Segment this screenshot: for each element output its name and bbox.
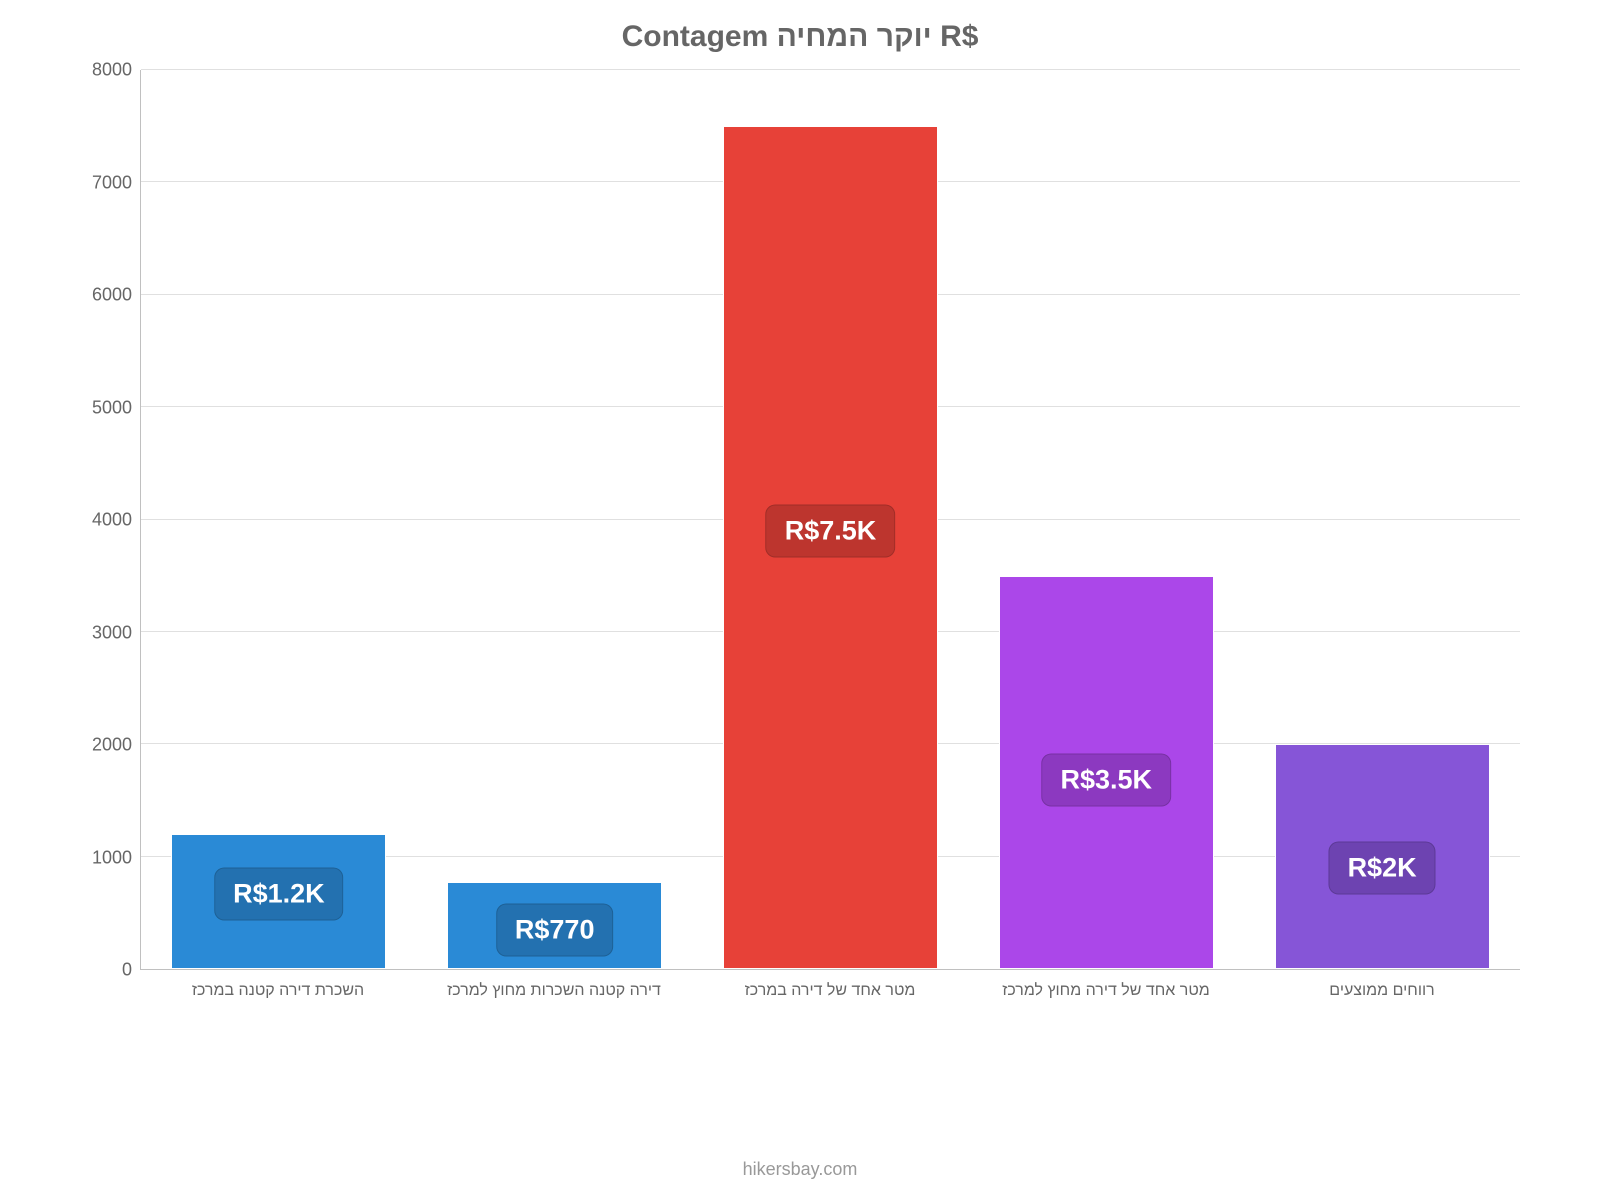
y-tick: 2000	[92, 735, 132, 756]
bar-value-label: R$1.2K	[214, 867, 344, 920]
y-tick: 3000	[92, 622, 132, 643]
y-tick: 0	[122, 960, 132, 981]
y-tick: 7000	[92, 172, 132, 193]
bars-group: R$1.2K R$770 R$7.5K R$3.5K R$2K	[141, 70, 1520, 969]
bar: R$2K	[1275, 744, 1490, 969]
plot-area: R$1.2K R$770 R$7.5K R$3.5K R$2K	[140, 70, 1520, 970]
bar-value-label: R$2K	[1329, 841, 1436, 894]
x-tick: השכרת דירה קטנה במרכז	[140, 982, 416, 1000]
plot-area-wrap: 010002000300040005000600070008000 R$1.2K…	[80, 70, 1520, 970]
bar: R$1.2K	[171, 834, 386, 969]
y-axis: 010002000300040005000600070008000	[80, 70, 140, 970]
bar: R$3.5K	[999, 576, 1214, 969]
bar-slot: R$2K	[1244, 70, 1520, 969]
bar-slot: R$770	[417, 70, 693, 969]
y-tick: 5000	[92, 397, 132, 418]
bar-chart: Contagem יוקר המחיה R$ 0 1000 2000 3000 4000…	[80, 20, 1520, 1120]
y-tick: 1000	[92, 847, 132, 868]
bar-value-label: R$7.5K	[766, 504, 896, 557]
x-tick: דירה קטנה השכרות מחוץ למרכז	[416, 982, 692, 1000]
x-axis: השכרת דירה קטנה במרכזדירה קטנה השכרות מח…	[140, 982, 1520, 1000]
y-tick: 6000	[92, 285, 132, 306]
chart-title: Contagem יוקר המחיה R$	[80, 20, 1520, 54]
bar-value-label: R$770	[496, 903, 614, 956]
x-tick: רווחים ממוצעים	[1244, 982, 1520, 1000]
bar: R$7.5K	[723, 126, 938, 969]
y-tick: 4000	[92, 510, 132, 531]
x-tick: מטר אחד של דירה במרכז	[692, 982, 968, 1000]
bar-value-label: R$3.5K	[1042, 754, 1172, 807]
attribution-text: hikersbay.com	[0, 1159, 1600, 1180]
bar-slot: R$7.5K	[693, 70, 969, 969]
y-tick: 8000	[92, 60, 132, 81]
bar-slot: R$1.2K	[141, 70, 417, 969]
x-tick: מטר אחד של דירה מחוץ למרכז	[968, 982, 1244, 1000]
bar-slot: R$3.5K	[968, 70, 1244, 969]
bar: R$770	[447, 882, 662, 969]
